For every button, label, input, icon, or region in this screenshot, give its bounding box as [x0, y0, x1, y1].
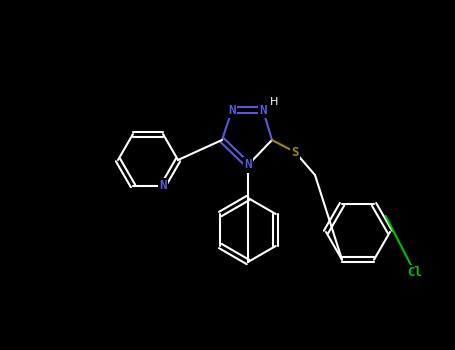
Text: N: N	[159, 180, 167, 193]
Text: H: H	[270, 97, 278, 107]
Text: Cl: Cl	[408, 266, 423, 280]
Text: N: N	[259, 104, 267, 117]
Text: N: N	[244, 159, 252, 172]
Text: S: S	[291, 146, 299, 159]
Text: N: N	[228, 104, 236, 117]
